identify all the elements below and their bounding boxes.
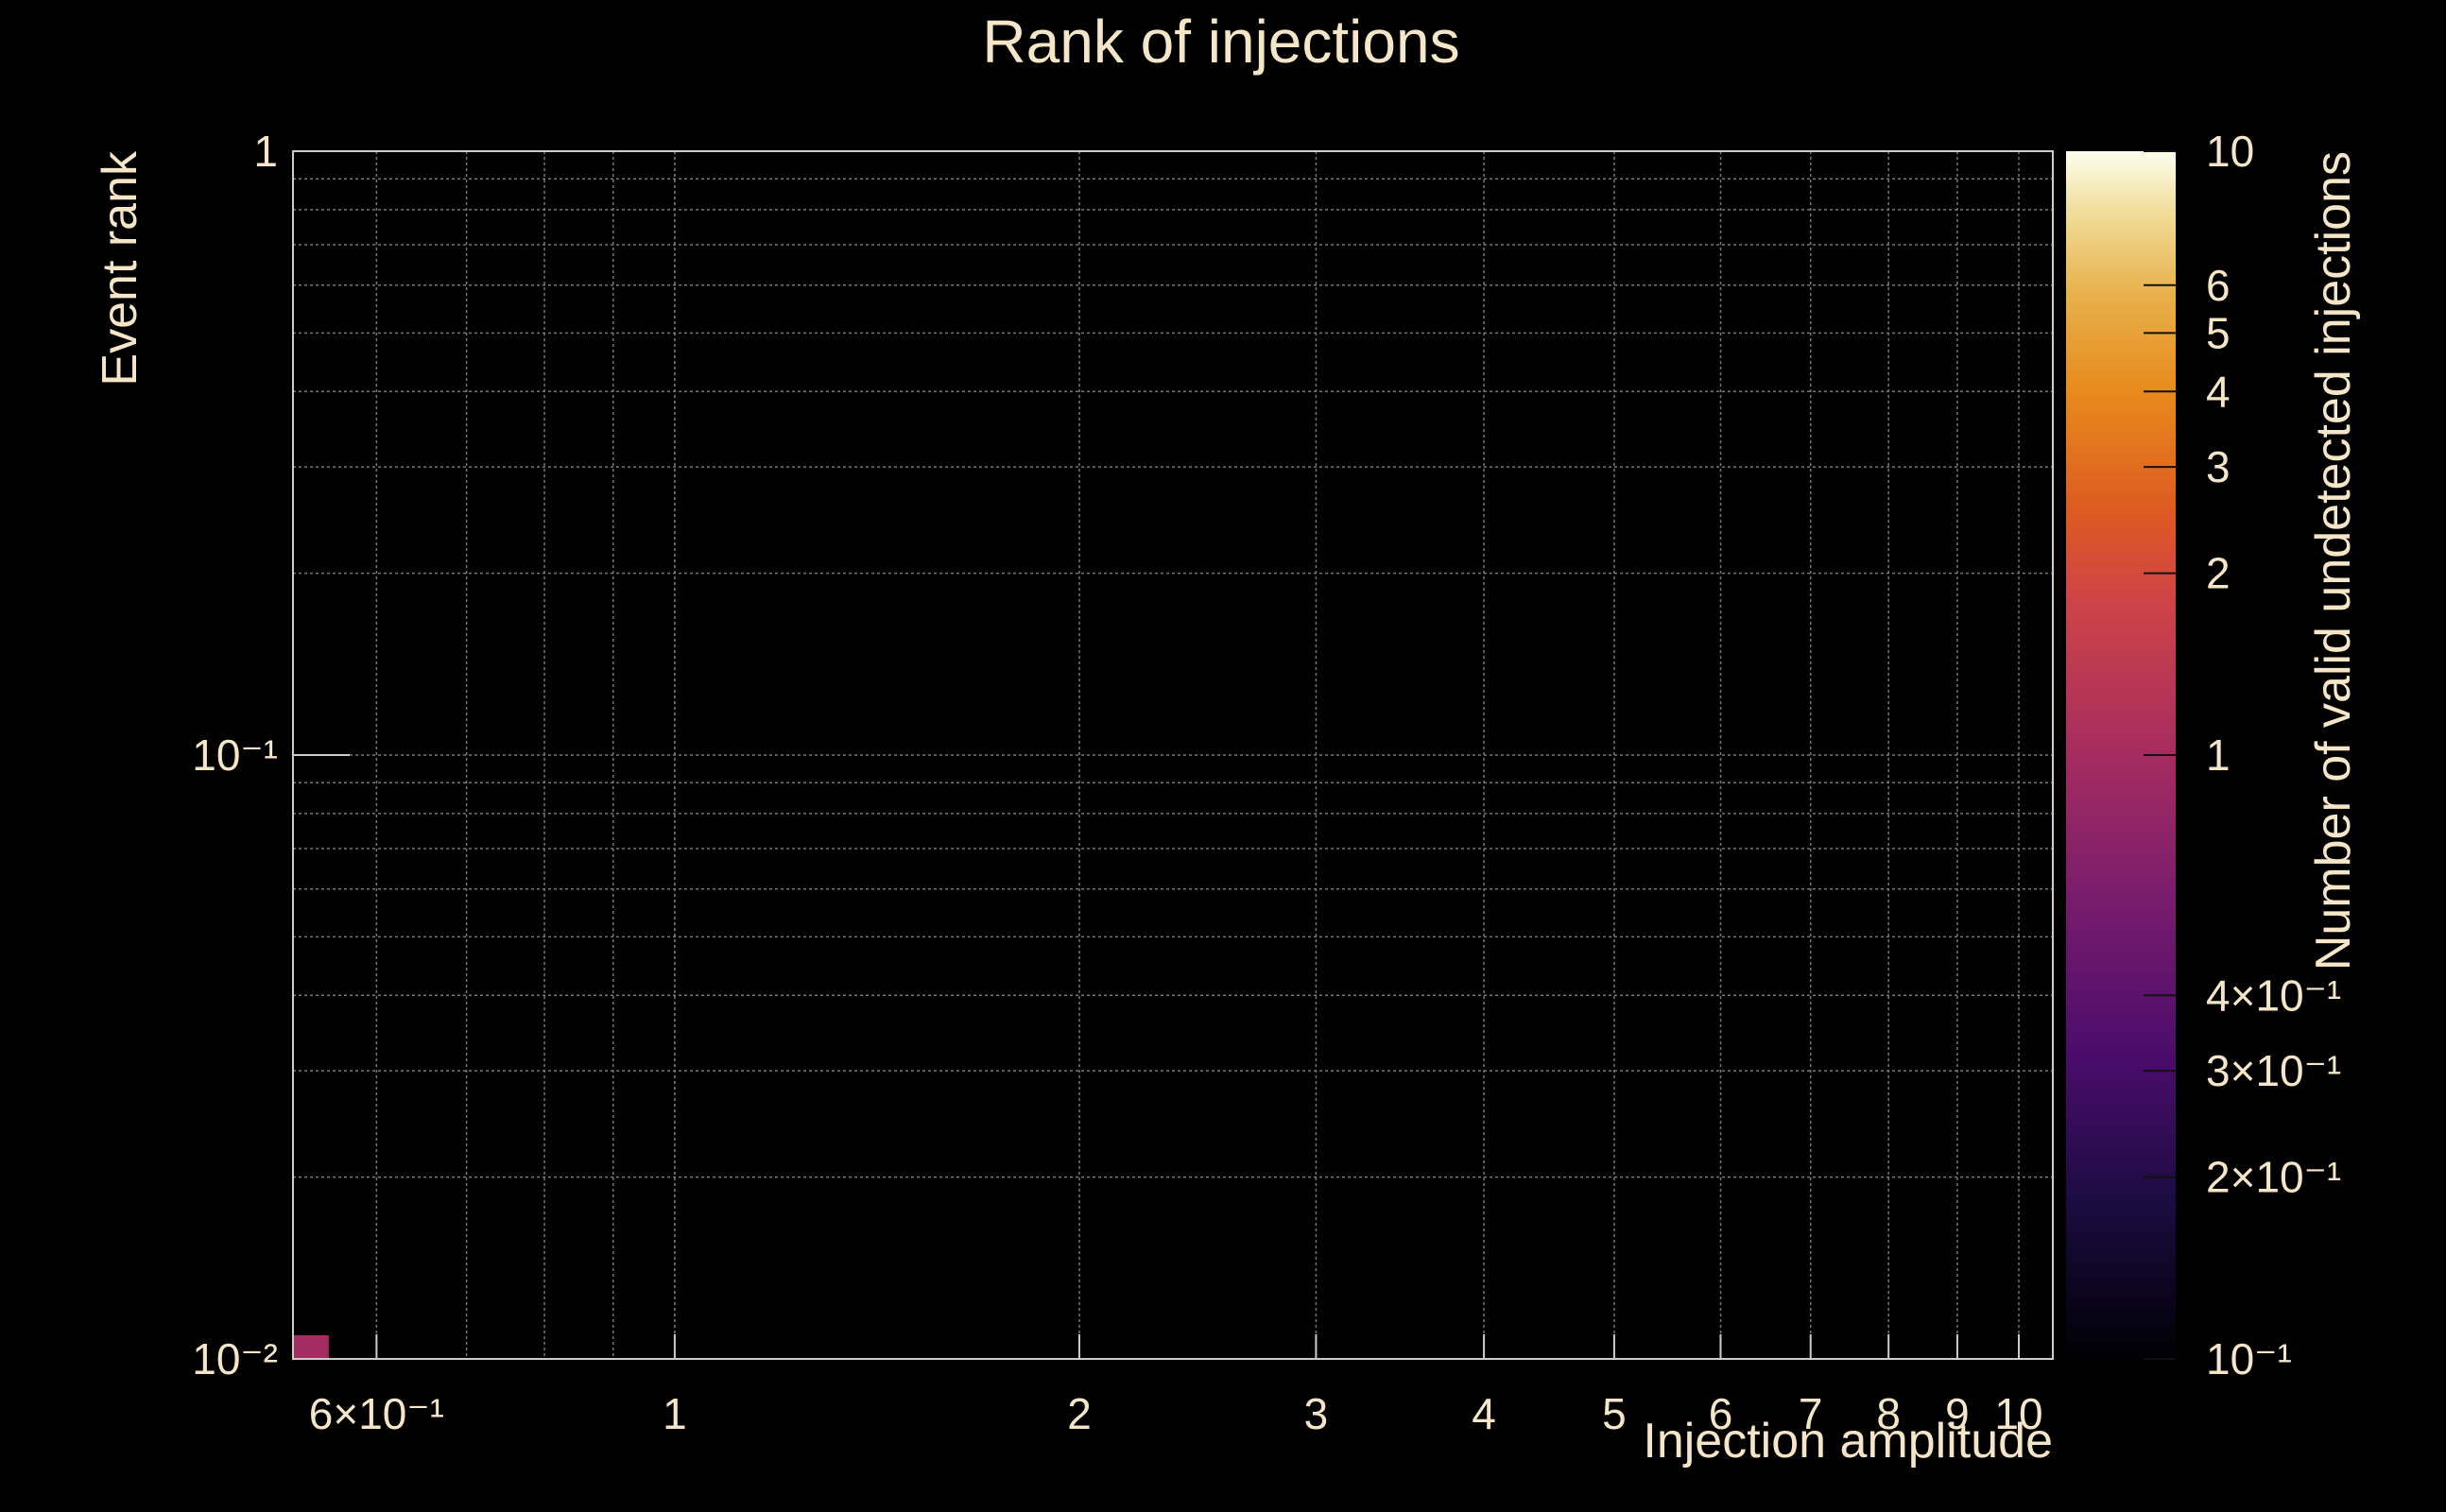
colorbar-tick-label: 10⁻¹ [2206,1334,2292,1383]
x-axis-label: Injection amplitude [1643,1414,2053,1469]
color-scale-bar [2066,150,2176,1360]
tick-labels: 6×10⁻¹ 1 2 3 4 5 6 7 8 9 10110⁻¹10⁻²106543214×10⁻¹… [192,127,2341,1438]
x-tick-label: 3 [1304,1389,1329,1438]
x-tick-label: 5 [1602,1389,1627,1438]
colorbar-tick-label: 5 [2206,308,2231,357]
x-tick-label: 8 [1876,1389,1901,1438]
colorbar-tick-label: 4 [2206,367,2231,416]
plot-axes [292,150,2054,1360]
x-tick-label: 2 [1067,1389,1092,1438]
x-tick-label: 9 [1945,1389,1970,1438]
colorbar-tick-label: 3×10⁻¹ [2206,1046,2341,1095]
chart-title: Rank of injections [982,8,1459,76]
colorbar-tick-label: 6 [2206,261,2231,310]
x-tick-label: 4 [1472,1389,1496,1438]
x-tick-label: 6 [1709,1389,1733,1438]
x-tick-label: 1 [663,1389,687,1438]
x-tick-label: 7 [1799,1389,1823,1438]
colorbar-tick-label: 10 [2206,127,2254,176]
colorbar-tick-label: 4×10⁻¹ [2206,971,2341,1020]
grid-lines [293,150,2053,1360]
heatmap-cell [293,1334,329,1360]
colorbar-tick-label: 2×10⁻¹ [2206,1153,2341,1202]
colorbar-tick-label: 3 [2206,442,2231,491]
colorbar-tick-label: 1 [2206,730,2231,780]
y-tick-label: 1 [253,127,278,176]
heatmap-cells [293,1334,329,1360]
y-axis-label: Event rank [93,150,147,387]
x-tick-label: 6×10⁻¹ [309,1389,444,1438]
colorbar-tick-label: 2 [2206,549,2231,598]
y-tick-label: 10⁻¹ [192,730,278,780]
colorbar-label: Number of valid undetected injections [2306,151,2361,971]
x-tick-label: 10 [1994,1389,2042,1438]
y-tick-label: 10⁻² [192,1334,278,1383]
